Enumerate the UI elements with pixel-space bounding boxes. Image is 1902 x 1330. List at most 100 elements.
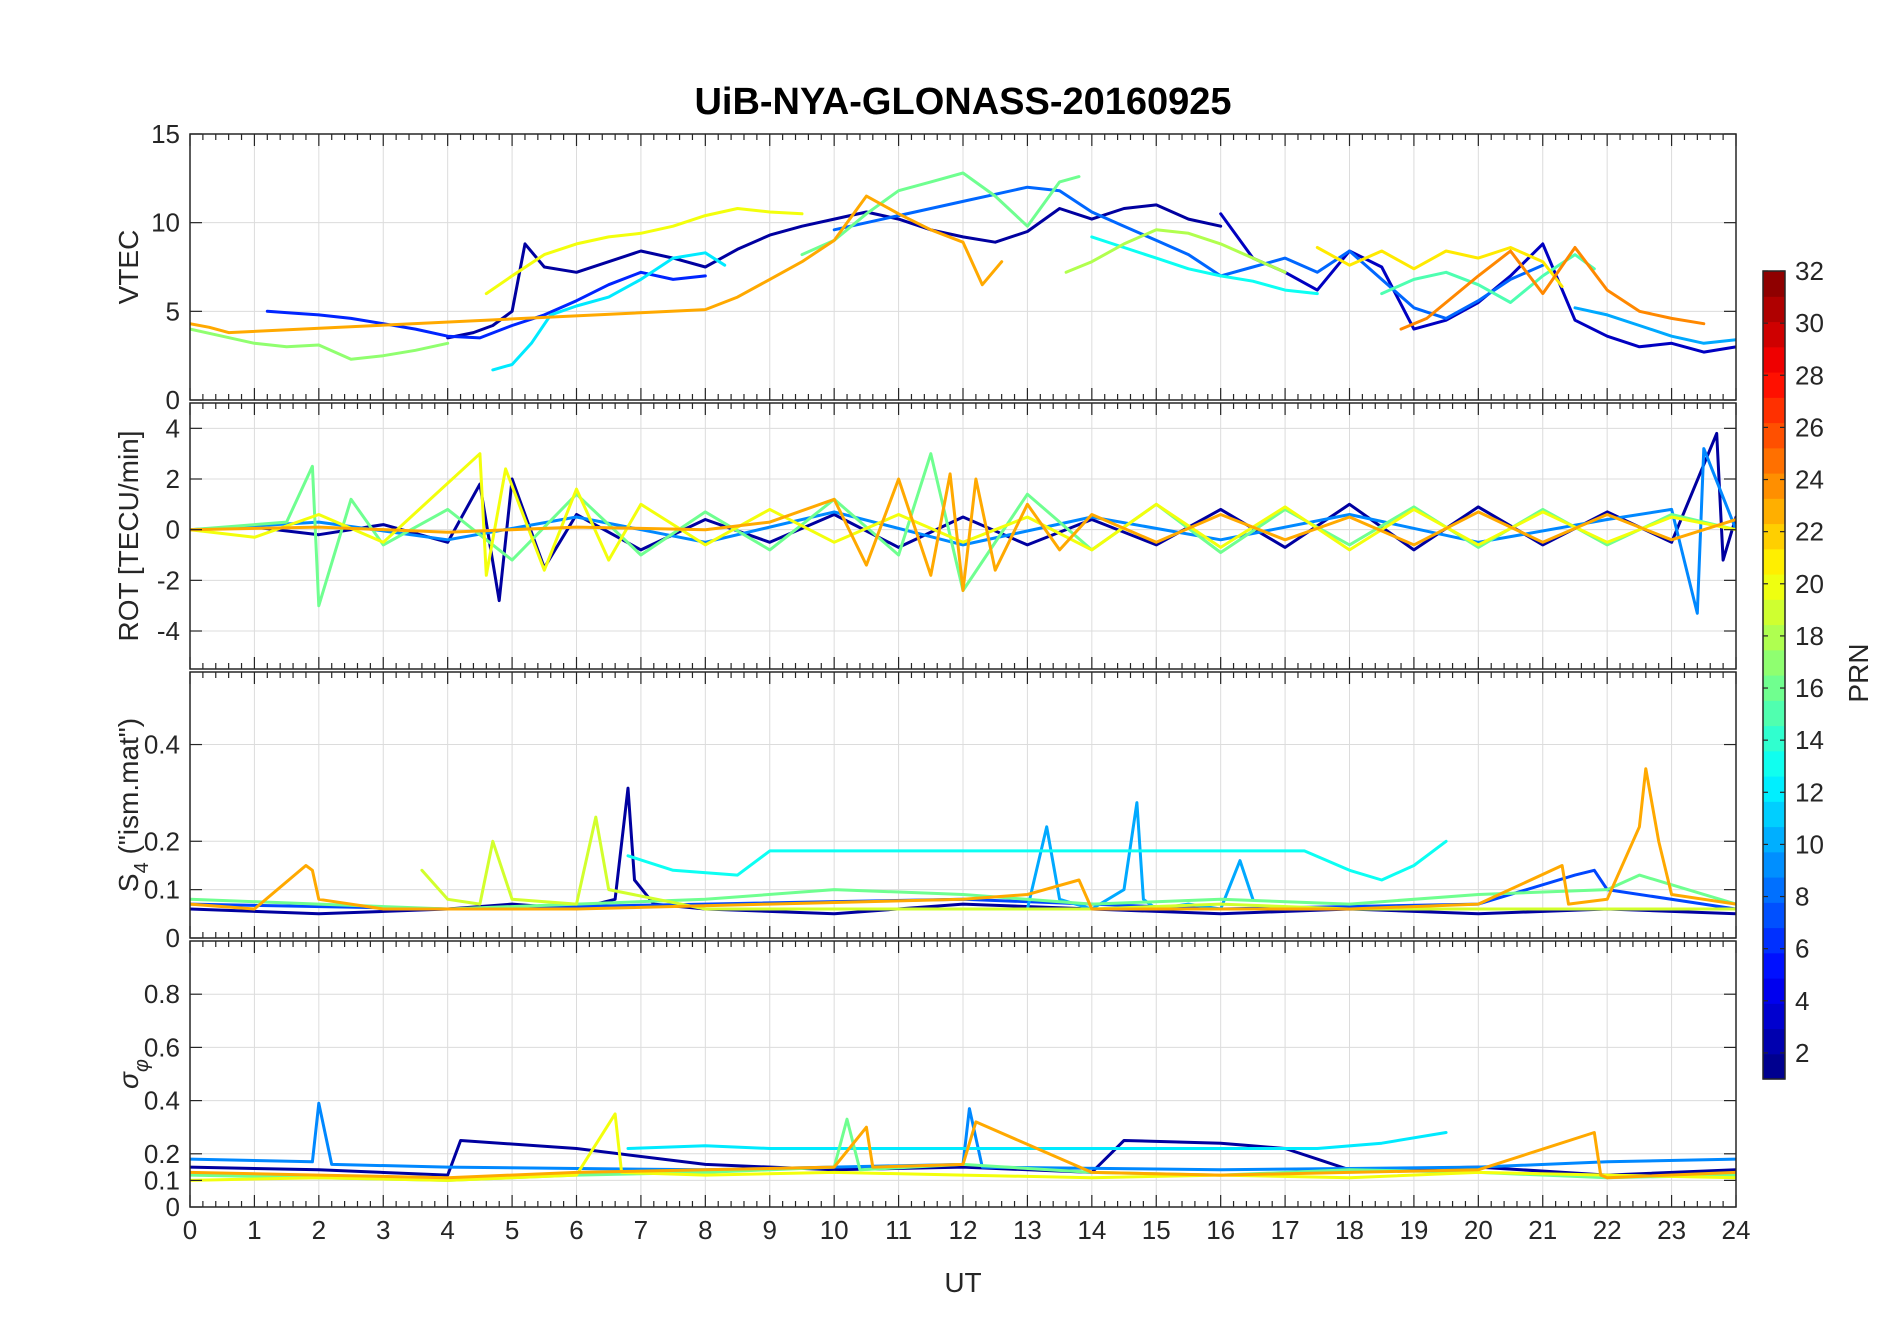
series-line-prn-18 (1064, 228, 1287, 274)
x-tick-label: 18 (1335, 1215, 1364, 1245)
colorbar-segment (1763, 447, 1785, 474)
colorbar-segment (1763, 346, 1785, 373)
colorbar-segment (1763, 978, 1785, 1004)
colorbar-tick-label: 2 (1795, 1038, 1809, 1068)
x-axis-label: UT (944, 1267, 981, 1298)
series-line-prn-20 (484, 207, 804, 296)
colorbar-tick-label: 8 (1795, 882, 1809, 912)
ticks: 00.10.2 0.4 0.6 0.8 (144, 941, 1737, 1222)
ticks: -4 -2 0 2 4 (157, 403, 1737, 669)
y-tick-label: 0.6 (144, 1032, 180, 1062)
y-tick-label: 4 (166, 413, 180, 443)
x-tick-label: 6 (569, 1215, 583, 1245)
colorbar-tick-label: 14 (1795, 725, 1824, 755)
x-tick-label: 16 (1206, 1215, 1235, 1245)
y-tick-label: 0 (166, 515, 180, 545)
colorbar-segment (1763, 801, 1785, 828)
x-tick-label: 15 (1142, 1215, 1171, 1245)
series-line-prn-23 (190, 1120, 1736, 1180)
series-line-prn-20 (190, 1112, 1736, 1182)
y-axis-label-vtec: VTEC (113, 230, 144, 305)
panel-sigma: 00.10.2 0.4 0.6 0.8 σφ (113, 940, 1737, 1222)
y-tick-label: 0.4 (144, 730, 180, 760)
colorbar-tick-label: 24 (1795, 465, 1824, 495)
x-tick-label: 19 (1399, 1215, 1428, 1245)
colorbar-segment (1763, 851, 1785, 878)
x-tick-label: 11 (885, 1215, 912, 1245)
series-line-prn-15 (1380, 253, 1596, 304)
series-line-prn-16 (800, 171, 1081, 257)
series-line-prn-10 (1573, 306, 1736, 345)
colorbar-segment (1763, 725, 1785, 752)
y-tick-label: 0.2 (144, 826, 180, 856)
colorbar-tick-label: 10 (1795, 829, 1824, 859)
y-tick-label: 15 (151, 119, 180, 149)
series-line-prn-7 (190, 868, 1736, 911)
colorbar-segment (1763, 1003, 1785, 1030)
series-line-prn-12 (491, 251, 727, 372)
x-tick-label: 9 (763, 1215, 777, 1245)
x-tick-label: 20 (1464, 1215, 1493, 1245)
ticks: 0 5 10 15 (151, 119, 1737, 415)
series-line-prn-12 (626, 1131, 1448, 1150)
colorbar-segment (1763, 902, 1785, 929)
x-tick-label: 17 (1271, 1215, 1300, 1245)
colorbar-segment (1763, 372, 1785, 398)
colorbar-segment (1763, 599, 1785, 626)
series-line-prn-21 (1315, 246, 1564, 288)
series-line-prn-8 (832, 185, 1545, 320)
colorbar-segment (1763, 321, 1785, 348)
colorbar-frame (1762, 270, 1786, 1080)
colorbar-tick-label: 26 (1795, 412, 1824, 442)
colorbar-tick-label: 16 (1795, 673, 1824, 703)
x-tick-label: 7 (634, 1215, 648, 1245)
colorbar-tick-label: 12 (1795, 777, 1824, 807)
series-group (190, 767, 1736, 916)
series-line-prn-2 (190, 431, 1736, 603)
x-tick-label: 24 (1722, 1215, 1751, 1245)
colorbar-tick-label: 20 (1795, 569, 1824, 599)
colorbar-segment (1763, 397, 1785, 424)
series-group (190, 171, 1736, 372)
y-tick-label: 0 (166, 923, 180, 953)
x-tick-label: 13 (1013, 1215, 1042, 1245)
panel-vtec: 0 5 10 15 VTEC (113, 119, 1737, 415)
colorbar-tick-label: 30 (1795, 308, 1824, 338)
x-tick-label: 5 (505, 1215, 519, 1245)
colorbar-segment (1763, 271, 1785, 297)
y-axis-label-rot: ROT [TECU/min] (113, 430, 144, 641)
x-tick-labels: 0 1 2 3 4 5 6 7 8 9 10 11 12 13 14 15 16 17 18 19 20 21 22 23 24 (183, 1215, 1751, 1245)
colorbar-tick-label: 18 (1795, 621, 1824, 651)
series-group (190, 431, 1736, 615)
series-line-prn-17 (190, 327, 450, 361)
colorbar-segment (1763, 776, 1785, 802)
y-axis-label-sigma: σφ (113, 1059, 153, 1089)
colorbar-segment (1763, 750, 1785, 777)
series-line-prn-23 (190, 472, 1736, 592)
colorbar-segment (1763, 675, 1785, 701)
colorbar-segment (1763, 1053, 1785, 1080)
y-tick-label: 0.8 (144, 979, 180, 1009)
colorbar-segment (1763, 523, 1785, 550)
y-tick-label: -4 (157, 616, 180, 646)
series-group (190, 1101, 1736, 1182)
y-tick-label: 10 (151, 208, 180, 238)
y-tick-label: 2 (166, 464, 180, 494)
y-tick-label: 0.1 (144, 1165, 180, 1195)
colorbar-tick-label: 4 (1795, 986, 1809, 1016)
y-axis-label-s4: S4 ("ism.mat") (113, 718, 153, 892)
ticks: 0 0.1 0.2 0.4 (144, 672, 1737, 953)
y-tick-label: 5 (166, 296, 180, 326)
y-tick-label: -2 (157, 565, 180, 595)
x-tick-label: 14 (1077, 1215, 1106, 1245)
x-tick-label: 1 (247, 1215, 261, 1245)
colorbar-tick-label: 22 (1795, 517, 1824, 547)
chart-title: UiB-NYA-GLONASS-20160925 (694, 81, 1231, 123)
series-line-prn-19 (420, 815, 1736, 911)
y-tick-label: 0.4 (144, 1086, 180, 1116)
series-line-prn-13 (626, 839, 1448, 882)
colorbar-segment (1763, 574, 1785, 600)
colorbar-segment (1763, 927, 1785, 954)
y-tick-label: 0 (166, 385, 180, 415)
series-line-prn-23 (190, 194, 1004, 335)
